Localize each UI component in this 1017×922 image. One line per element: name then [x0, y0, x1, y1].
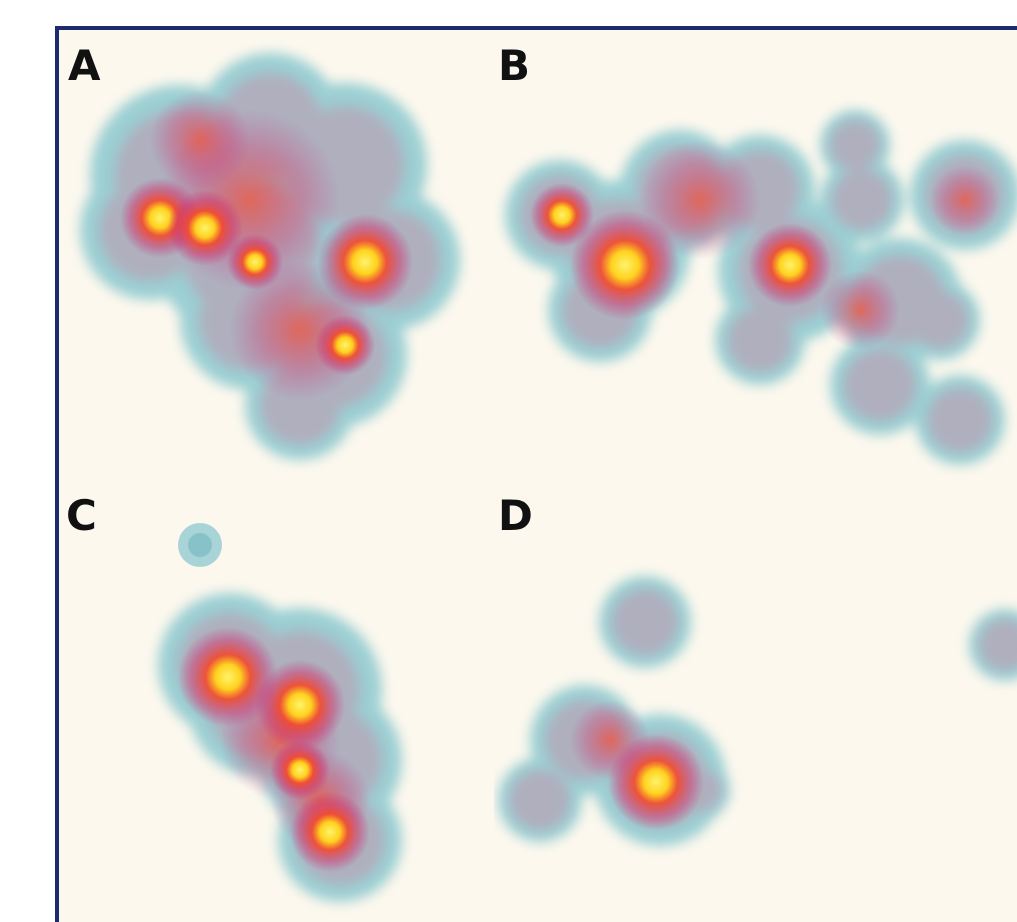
hot-spot [608, 734, 704, 830]
halo-inner-part [844, 349, 916, 421]
warm-area [150, 90, 250, 190]
hot-spot [315, 315, 375, 375]
heatmap-region [80, 53, 460, 460]
halo-inner-part [979, 619, 1017, 671]
panel-label: D [498, 491, 533, 540]
hot-spot [178, 627, 278, 727]
heatmap-region [158, 593, 402, 902]
warm-area [820, 270, 900, 350]
halo-inner-part [829, 119, 881, 171]
halo-inner-part [727, 307, 793, 373]
halo-inner-part [911, 291, 969, 349]
hot-spot [748, 223, 832, 307]
panel-label: B [498, 41, 530, 90]
halo-inner-part [927, 387, 993, 453]
panel-label: A [68, 41, 101, 90]
hot-spot [290, 792, 370, 872]
warm-area [640, 140, 760, 260]
outlier-spot [178, 523, 222, 567]
hot-spot [570, 210, 680, 320]
warm-area [930, 165, 1000, 235]
halo-core [188, 533, 212, 557]
hot-spot [227, 234, 283, 290]
halo-inner-part [831, 169, 893, 231]
hot-spot [270, 740, 330, 800]
frame [55, 26, 1017, 922]
hot-spot [317, 214, 413, 310]
hot-spot [530, 183, 594, 247]
hot-spot [255, 660, 345, 750]
panel-label: C [66, 491, 97, 540]
hot-spot [167, 190, 243, 266]
halo-inner-part [611, 588, 679, 656]
heatmaps [80, 53, 1017, 902]
halo-inner-part [509, 769, 571, 831]
heatmap-region [498, 576, 1017, 846]
heatmap-region [505, 110, 1017, 465]
